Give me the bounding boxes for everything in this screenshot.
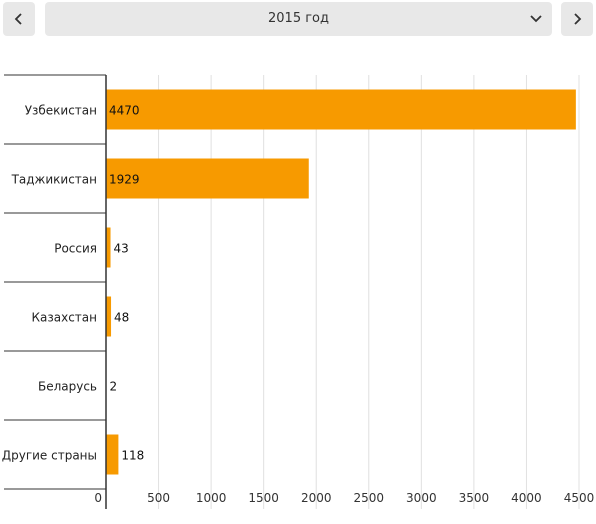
next-year-button[interactable] [561,2,593,36]
data-label: 1929 [109,173,140,187]
x-tick-label: 4500 [564,491,595,505]
x-tick-label: 1000 [196,491,227,505]
category-label: Россия [54,242,97,256]
x-tick-label: 2500 [354,491,385,505]
data-label: 4470 [109,104,140,118]
x-tick-label: 3500 [459,491,490,505]
prev-year-button[interactable] [3,2,35,36]
category-label: Казахстан [32,311,98,325]
category-label: Другие страны [2,449,97,463]
x-tick-label: 0 [94,491,102,505]
selected-year: 2015 год [268,11,329,26]
x-tick-label: 3000 [406,491,437,505]
bar-chart: Узбекистан 4470 Таджикистан 1929 Россия 43 Каз… [2,74,595,509]
data-label: 48 [114,311,129,325]
bar [106,434,119,475]
x-tick-label: 4000 [511,491,542,505]
x-tick-label: 500 [147,491,170,505]
bar [106,227,111,268]
bar [106,89,576,130]
x-tick-label: 2000 [301,491,332,505]
bar [106,296,112,337]
category-label: Беларусь [38,380,97,394]
chevron-left-icon [14,13,22,25]
category-label: Таджикистан [11,173,97,187]
x-tick-label: 1500 [248,491,279,505]
data-label: 2 [110,380,118,394]
chevron-right-icon [574,13,582,25]
year-select[interactable]: 2015 год [45,2,552,36]
bar [106,158,309,199]
data-label: 118 [121,449,144,463]
chevron-down-icon [530,15,542,23]
category-label: Узбекистан [25,104,97,118]
data-label: 43 [114,242,129,256]
